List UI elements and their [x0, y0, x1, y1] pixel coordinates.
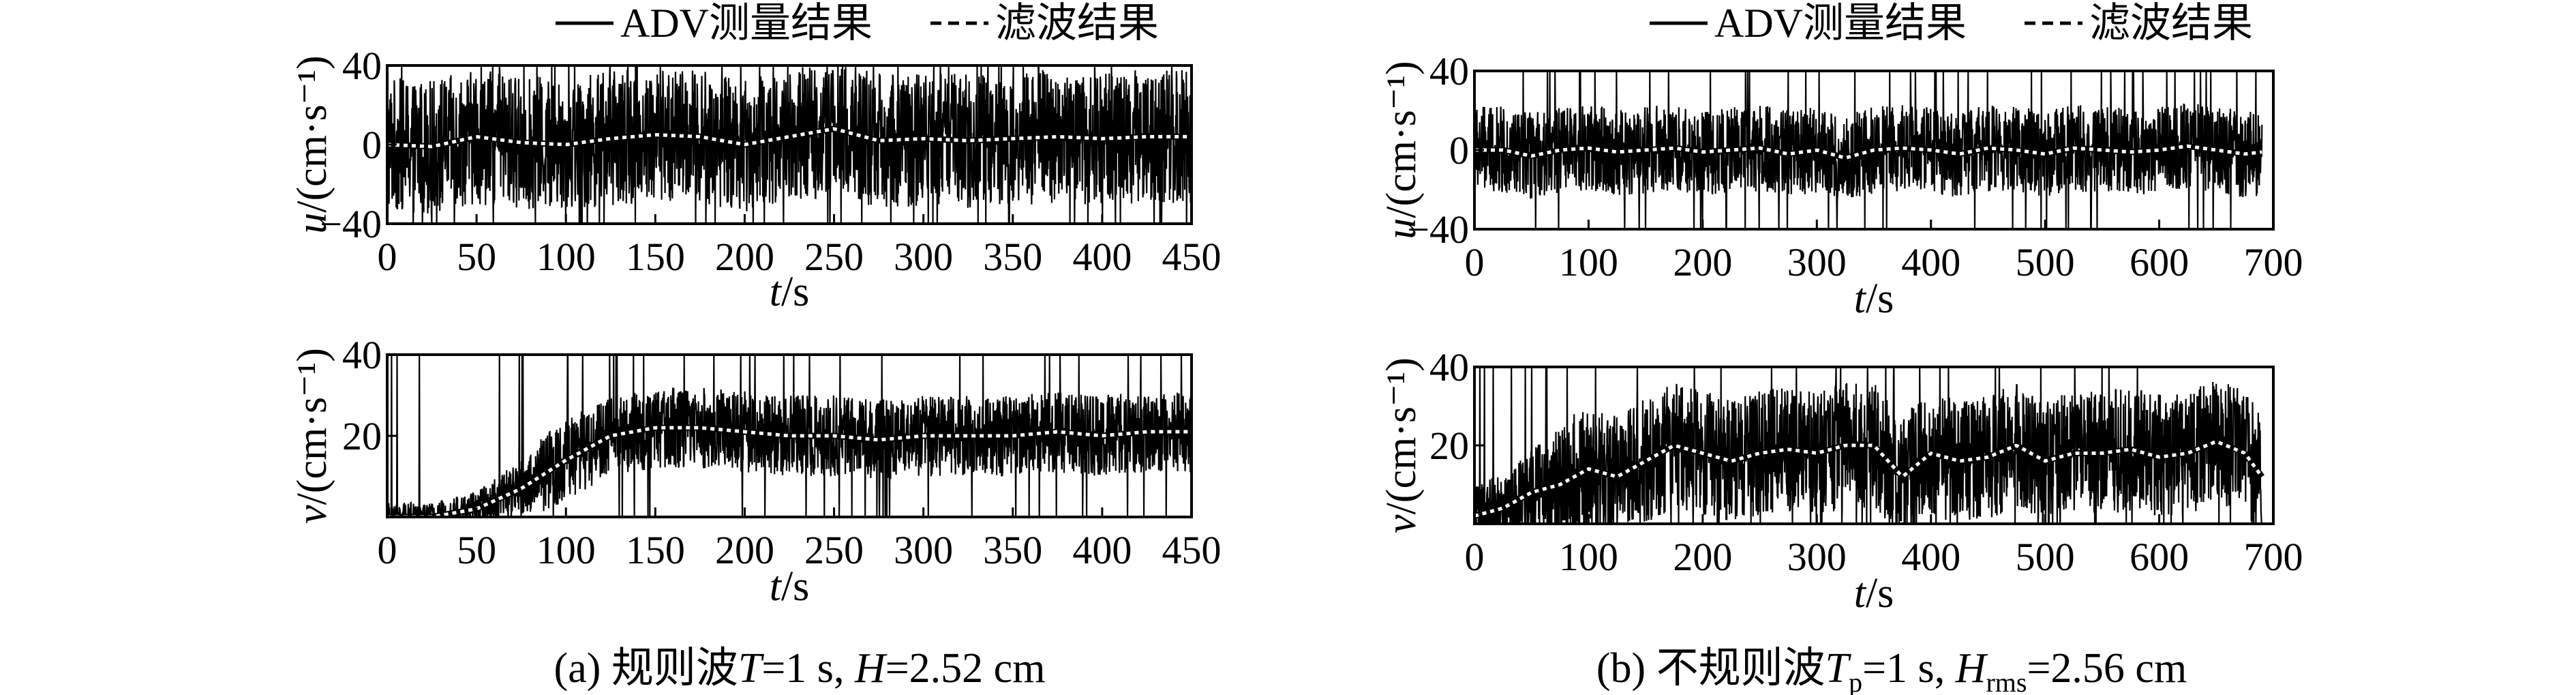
y-tick-label: 20	[1429, 424, 1469, 468]
legend-measured-label: ADV测量结果	[620, 1, 873, 46]
x-axis-label: t/s	[770, 269, 810, 315]
x-tick-label: 300	[1787, 240, 1847, 284]
x-tick-label: 50	[457, 235, 496, 279]
x-tick-label: 200	[1673, 535, 1732, 579]
x-tick-label: 300	[894, 528, 953, 572]
series-filtered-halo	[387, 125, 1192, 150]
x-tick-label: 150	[626, 528, 685, 572]
x-tick-label: 100	[536, 528, 596, 572]
x-tick-label: 150	[626, 235, 685, 279]
caption-a: (a) 规则波T=1 s, H=2.52 cm	[554, 645, 1046, 692]
x-axis-label: t/s	[1854, 570, 1894, 617]
x-tick-label: 0	[378, 235, 397, 279]
x-tick-label: 250	[804, 235, 864, 279]
x-axis-label: t/s	[770, 563, 810, 610]
y-tick-label: 40	[1429, 345, 1469, 389]
x-tick-label: 0	[378, 528, 397, 572]
x-tick-label: 50	[457, 528, 496, 572]
x-tick-label: 350	[983, 235, 1042, 279]
x-axis-label: t/s	[1854, 276, 1894, 322]
x-tick-label: 400	[1901, 535, 1960, 579]
legend-left: ADV测量结果 滤波结果	[556, 1, 1159, 46]
series-measured-line	[1474, 367, 2262, 524]
series-filtered-line	[1474, 144, 2262, 160]
x-tick-label: 200	[1673, 240, 1732, 284]
y-axis-label: u/(cm·s⁻¹)	[289, 55, 335, 233]
chart-a-u: 0 50 100 150 200 250 300 350 400 450−40040t/su/(c…	[289, 44, 1222, 315]
x-tick-label: 350	[983, 528, 1042, 572]
x-tick-label: 600	[2130, 240, 2189, 284]
x-tick-label: 100	[1559, 240, 1618, 284]
x-tick-label: 400	[1072, 235, 1132, 279]
x-tick-label: 250	[804, 528, 864, 572]
y-tick-label: −40	[1407, 207, 1469, 252]
y-tick-label: 0	[1449, 128, 1469, 173]
y-axis-label: v/(cm·s⁻¹)	[1378, 357, 1425, 533]
series-filtered-line	[1474, 439, 2264, 518]
chart-b-v: 0 100 200 300 400 500 600 700 20 40 t/s v/(cm·s⁻¹)	[1378, 345, 2303, 617]
x-tick-label: 200	[715, 235, 774, 279]
y-tick-label: 20	[342, 414, 382, 458]
legend-measured-label: ADV测量结果	[1714, 1, 1967, 46]
legend-filtered-label: 滤波结果	[995, 1, 1159, 46]
x-tick-label: 0	[1465, 240, 1485, 284]
series-measured-line	[387, 355, 1192, 517]
chart-a-v: 0 50 100 150 200 250 300 350 400 450 20 40 t/s v/(cm·…	[289, 333, 1222, 610]
y-tick-label: 40	[342, 333, 382, 377]
y-tick-label: 40	[342, 44, 382, 88]
x-tick-label: 450	[1162, 528, 1222, 572]
x-tick-label: 300	[1787, 535, 1847, 579]
x-tick-label: 0	[1465, 535, 1485, 579]
legend-right: ADV测量结果 滤波结果	[1650, 1, 2253, 46]
chart-b-u: 0 100 200 300 400 500 600 700−40040t/su/(cm·s⁻¹…	[1378, 49, 2303, 322]
x-tick-label: 400	[1901, 240, 1960, 284]
x-tick-label: 600	[2130, 535, 2189, 579]
x-tick-label: 200	[715, 528, 774, 572]
y-tick-label: 0	[362, 123, 382, 167]
x-tick-label: 100	[1559, 535, 1618, 579]
y-tick-label: 40	[1429, 49, 1469, 93]
series-measured-line	[1474, 71, 2263, 229]
x-tick-label: 100	[536, 235, 596, 279]
x-tick-label: 450	[1162, 235, 1222, 279]
y-axis-label: u/(cm·s⁻¹)	[1378, 61, 1425, 239]
y-axis-label: v/(cm·s⁻¹)	[289, 348, 335, 524]
x-tick-label: 700	[2244, 535, 2303, 579]
x-tick-label: 500	[2016, 535, 2075, 579]
legend-filtered-label: 滤波结果	[2089, 1, 2253, 46]
x-tick-label: 700	[2244, 240, 2303, 284]
x-tick-label: 300	[894, 235, 953, 279]
series-filtered-line	[387, 426, 1192, 517]
series-measured-line	[387, 65, 1192, 224]
x-tick-label: 500	[2016, 240, 2075, 284]
x-tick-label: 400	[1072, 528, 1132, 572]
caption-b: (b) 不规则波Tp=1 s, Hrms=2.56 cm	[1596, 645, 2187, 695]
y-tick-label: −40	[320, 202, 382, 246]
